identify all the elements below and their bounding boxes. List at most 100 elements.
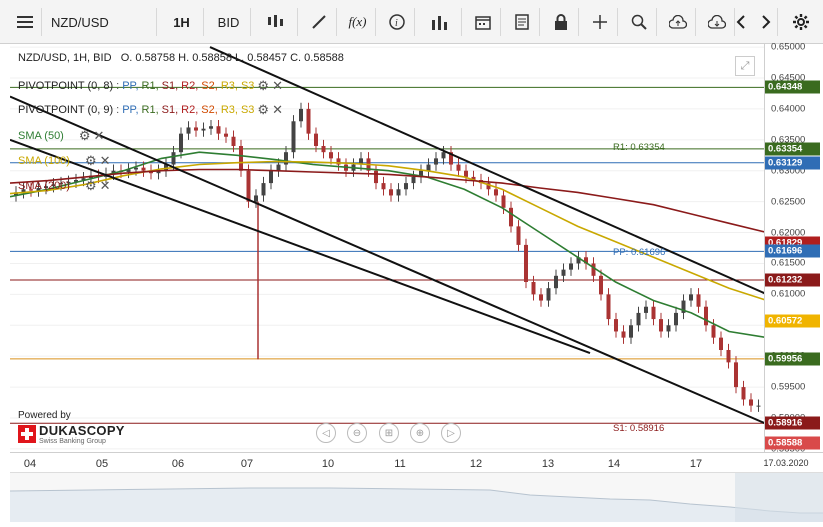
- candle-body: [231, 136, 236, 146]
- time-axis[interactable]: 04 05 06 07 10 11 12 13 14 17 17.03.2020: [10, 452, 823, 472]
- price-tick-label: 0.64000: [771, 103, 806, 115]
- candle-body: [659, 319, 663, 332]
- time-tick-label: 17.03.2020: [763, 458, 809, 468]
- candle-body: [44, 186, 48, 189]
- time-tick-label: 05: [95, 458, 109, 470]
- candle-body: [711, 325, 716, 338]
- candle-body: [321, 146, 326, 153]
- candle-body: [546, 288, 551, 301]
- price-type-label: BID: [217, 14, 240, 30]
- candle-body: [291, 121, 296, 153]
- indicator-settings-icon[interactable]: ⚙: [84, 153, 97, 168]
- draw-tool-icon[interactable]: [301, 8, 337, 36]
- zoom-out-button[interactable]: ⊖: [347, 423, 367, 443]
- price-tick-label: 0.62000: [771, 227, 806, 239]
- indicator-settings-icon[interactable]: ⚙: [257, 78, 270, 93]
- chart-type-icon[interactable]: [254, 8, 298, 36]
- candle-body: [666, 325, 671, 332]
- candle-body: [111, 170, 116, 174]
- price-axis[interactable]: 0.65000 0.64500 0.64000 0.63500 0.63000 0.625…: [764, 42, 823, 454]
- indicators-icon[interactable]: [418, 8, 462, 36]
- price-tick-label: 0.61500: [771, 257, 806, 269]
- candle-body: [501, 195, 506, 208]
- pan-right-button[interactable]: ▷: [441, 423, 461, 443]
- zoom-in-button[interactable]: ⊕: [410, 423, 430, 443]
- time-tick-label: 12: [469, 458, 483, 470]
- price-tick-label: 0.62500: [771, 196, 806, 208]
- candle-body: [554, 275, 558, 289]
- candle-body: [186, 127, 191, 134]
- candle-body: [179, 133, 183, 153]
- lock-icon[interactable]: [543, 8, 579, 36]
- indicator-label: PIVOTPOINT (0, 9): [18, 104, 114, 116]
- candle-body: [471, 176, 476, 180]
- timeframe-selector[interactable]: 1H: [160, 8, 204, 36]
- indicator-remove-icon[interactable]: ✕: [99, 153, 111, 168]
- candle-body: [329, 152, 333, 159]
- candle-body: [689, 294, 693, 301]
- indicator-sma-50[interactable]: SMA (50) ⚙ ✕: [18, 128, 104, 144]
- scroll-left-icon[interactable]: [729, 8, 753, 36]
- upload-cloud-icon[interactable]: [660, 8, 696, 36]
- indicator-settings-icon[interactable]: ⚙: [84, 178, 97, 193]
- scroll-right-icon[interactable]: [754, 8, 778, 36]
- chart-info: NZD/USD, 1H, BID O. 0.58758 H. 0.58858 L…: [18, 52, 344, 64]
- candle-body: [171, 152, 176, 165]
- candle-body: [486, 183, 491, 190]
- powered-by-label: Powered by: [18, 410, 71, 421]
- candle-body: [141, 167, 146, 171]
- info-icon[interactable]: i: [379, 8, 415, 36]
- zoom-icon[interactable]: [621, 8, 657, 36]
- indicator-sma-200[interactable]: SMA (200) ⚙ ✕: [18, 178, 111, 194]
- crosshair-icon[interactable]: [582, 8, 618, 36]
- template-icon[interactable]: [504, 8, 540, 36]
- chart-area[interactable]: [10, 44, 767, 452]
- reset-zoom-button[interactable]: ⊞: [379, 423, 399, 443]
- candle-body: [719, 337, 723, 350]
- price-tag: 0.64348: [765, 80, 820, 94]
- brand-subtitle: Swiss Banking Group: [39, 438, 106, 445]
- candle-body: [531, 282, 536, 295]
- candle-body: [696, 294, 701, 307]
- candle-body: [606, 294, 611, 320]
- expand-icon[interactable]: ⤢: [735, 56, 755, 76]
- indicator-sma-100[interactable]: SMA (100) ⚙ ✕: [18, 153, 111, 169]
- function-icon[interactable]: f(x): [340, 8, 376, 36]
- candle-body: [621, 331, 626, 338]
- download-cloud-icon[interactable]: [699, 8, 735, 36]
- time-tick-label: 17: [689, 458, 703, 470]
- sma-50-line: [10, 151, 767, 339]
- candle-body: [441, 152, 446, 159]
- indicator-settings-icon[interactable]: ⚙: [257, 102, 270, 117]
- indicator-remove-icon[interactable]: ✕: [272, 78, 283, 93]
- candle-body: [591, 263, 596, 276]
- time-tick-label: 07: [240, 458, 254, 470]
- calendar-icon[interactable]: [465, 8, 501, 36]
- candle-body: [66, 181, 71, 184]
- candle-body: [569, 263, 573, 270]
- indicator-remove-icon[interactable]: ✕: [272, 102, 283, 117]
- indicator-pivot-8[interactable]: PIVOTPOINT (0, 8) : PP, R1, S1, R2, S2, …: [18, 78, 283, 93]
- candle-body: [284, 152, 288, 165]
- indicator-settings-icon[interactable]: ⚙: [78, 128, 91, 143]
- pan-left-button[interactable]: ◁: [316, 423, 336, 443]
- candle-body: [704, 306, 708, 326]
- candle-body: [561, 269, 566, 276]
- ohlc-values: O. 0.58758 H. 0.58858 L. 0.58457 C. 0.58…: [120, 52, 344, 64]
- indicator-remove-icon[interactable]: ✕: [93, 128, 105, 143]
- price-type-selector[interactable]: BID: [207, 8, 251, 36]
- settings-gear-icon[interactable]: [786, 8, 816, 36]
- indicator-pivot-9[interactable]: PIVOTPOINT (0, 9) : PP, R1, S1, R2, S2, …: [18, 102, 283, 117]
- navigator-pane[interactable]: [9, 472, 823, 522]
- symbol-selector[interactable]: NZD/USD: [45, 8, 157, 36]
- brand-name: DUKASCOPY: [39, 423, 125, 438]
- sma-200-line: [10, 168, 767, 234]
- indicator-remove-icon[interactable]: ✕: [99, 178, 111, 193]
- price-tag: 0.63129: [765, 156, 820, 170]
- menu-icon[interactable]: [8, 8, 42, 36]
- candle-body: [201, 128, 206, 131]
- price-tick-label: 0.64500: [771, 72, 806, 84]
- indicator-label: SMA (100): [18, 155, 70, 167]
- candle-body: [314, 133, 318, 146]
- candle-body: [644, 306, 648, 313]
